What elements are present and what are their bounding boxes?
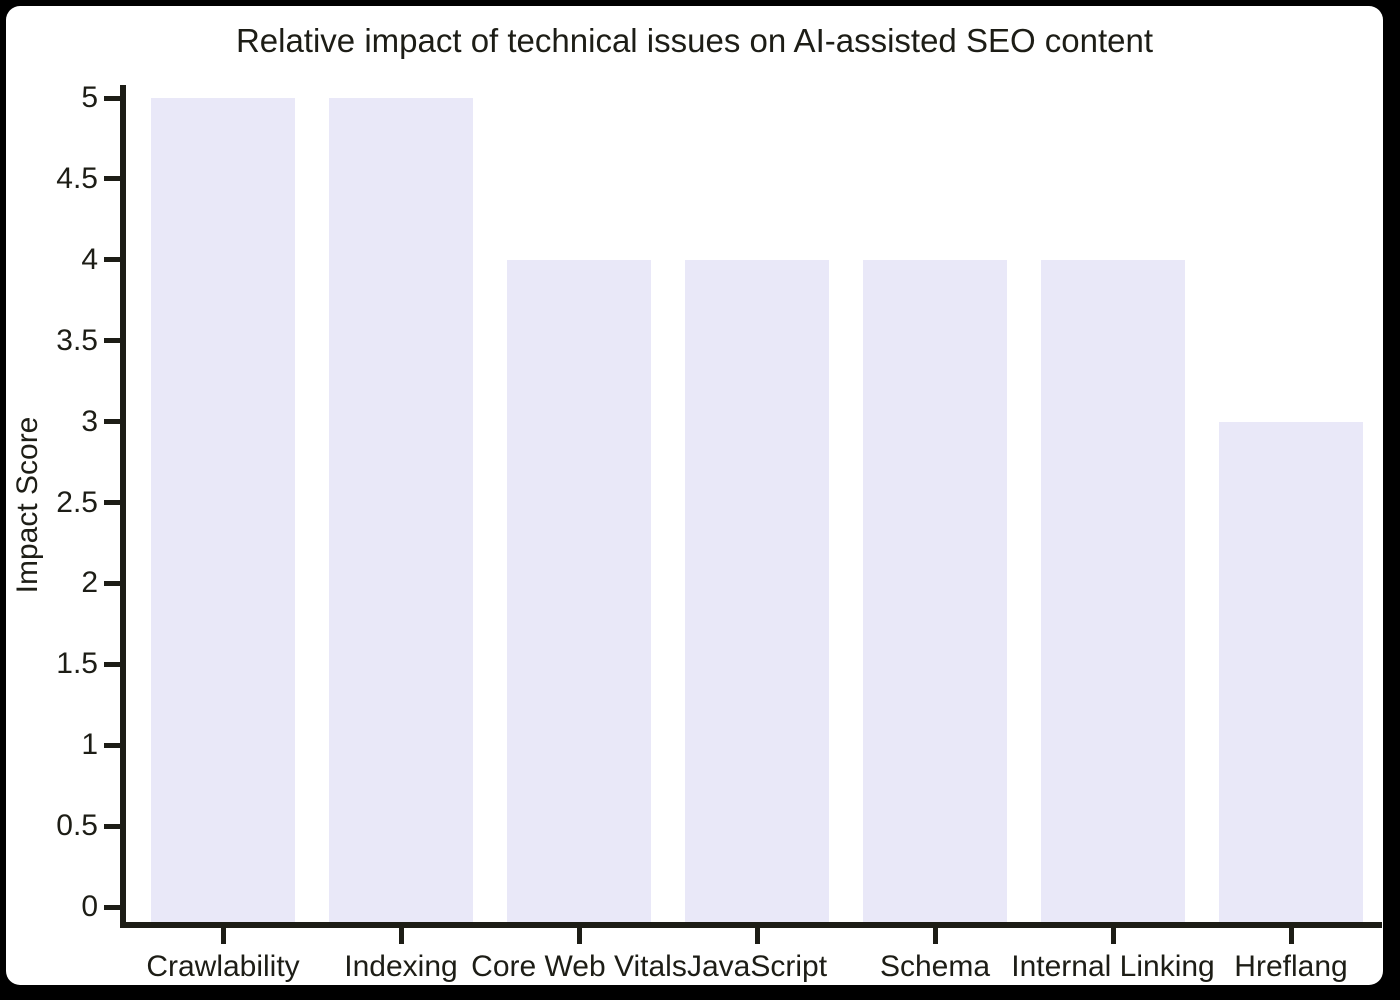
y-tick-label: 0 bbox=[81, 890, 98, 923]
bar-hreflang bbox=[1219, 421, 1363, 922]
y-tick-mark bbox=[104, 580, 120, 586]
y-tick-mark bbox=[104, 176, 120, 182]
x-tick-mark bbox=[398, 928, 404, 944]
y-tick-label: 2.5 bbox=[56, 485, 98, 519]
x-tick-label: Internal Linking bbox=[1011, 950, 1215, 983]
y-tick-mark bbox=[104, 661, 120, 667]
y-tick-mark bbox=[104, 904, 120, 910]
x-tick-mark bbox=[754, 928, 760, 944]
x-axis-line bbox=[120, 922, 1382, 928]
y-tick-label: 4 bbox=[81, 242, 98, 276]
y-tick-mark bbox=[104, 338, 120, 344]
y-tick-mark bbox=[104, 257, 120, 263]
y-tick-mark bbox=[104, 500, 120, 505]
y-tick-mark bbox=[104, 823, 120, 829]
y-tick-label: 1 bbox=[81, 728, 98, 762]
bar-crawlability bbox=[151, 98, 295, 922]
y-tick-label: 0.5 bbox=[56, 809, 98, 843]
bar-internal-linking bbox=[1041, 259, 1185, 922]
x-tick-mark bbox=[576, 928, 582, 944]
y-tick-label: 3.5 bbox=[56, 323, 98, 357]
y-tick-label: 4.5 bbox=[56, 161, 98, 195]
bar-javascript bbox=[685, 259, 829, 922]
y-tick-mark bbox=[104, 95, 120, 101]
x-tick-label: Crawlability bbox=[146, 950, 300, 983]
y-tick-mark bbox=[104, 419, 120, 425]
y-tick-mark bbox=[104, 742, 120, 748]
x-tick-label: JavaScript bbox=[686, 950, 828, 983]
y-axis-line bbox=[120, 85, 126, 928]
chart-card: Relative impact of technical issues on A… bbox=[6, 6, 1383, 985]
x-tick-label: Hreflang bbox=[1234, 950, 1348, 983]
bar-schema bbox=[863, 259, 1007, 922]
x-tick-mark bbox=[932, 928, 938, 944]
x-tick-mark bbox=[1110, 928, 1116, 944]
y-tick-label: 5 bbox=[81, 81, 98, 114]
x-tick-label: Indexing bbox=[344, 950, 458, 983]
y-tick-label: 3 bbox=[81, 404, 98, 438]
chart-title: Relative impact of technical issues on A… bbox=[235, 22, 1154, 59]
x-tick-mark bbox=[220, 928, 226, 944]
x-tick-label: Schema bbox=[879, 950, 991, 983]
x-tick-label: Core Web Vitals bbox=[471, 950, 687, 983]
x-tick-mark bbox=[1288, 928, 1294, 944]
y-tick-label: 1.5 bbox=[56, 647, 98, 681]
bar-core-web-vitals bbox=[507, 259, 651, 922]
bar-indexing bbox=[329, 98, 473, 922]
y-tick-label: 2 bbox=[81, 566, 98, 600]
